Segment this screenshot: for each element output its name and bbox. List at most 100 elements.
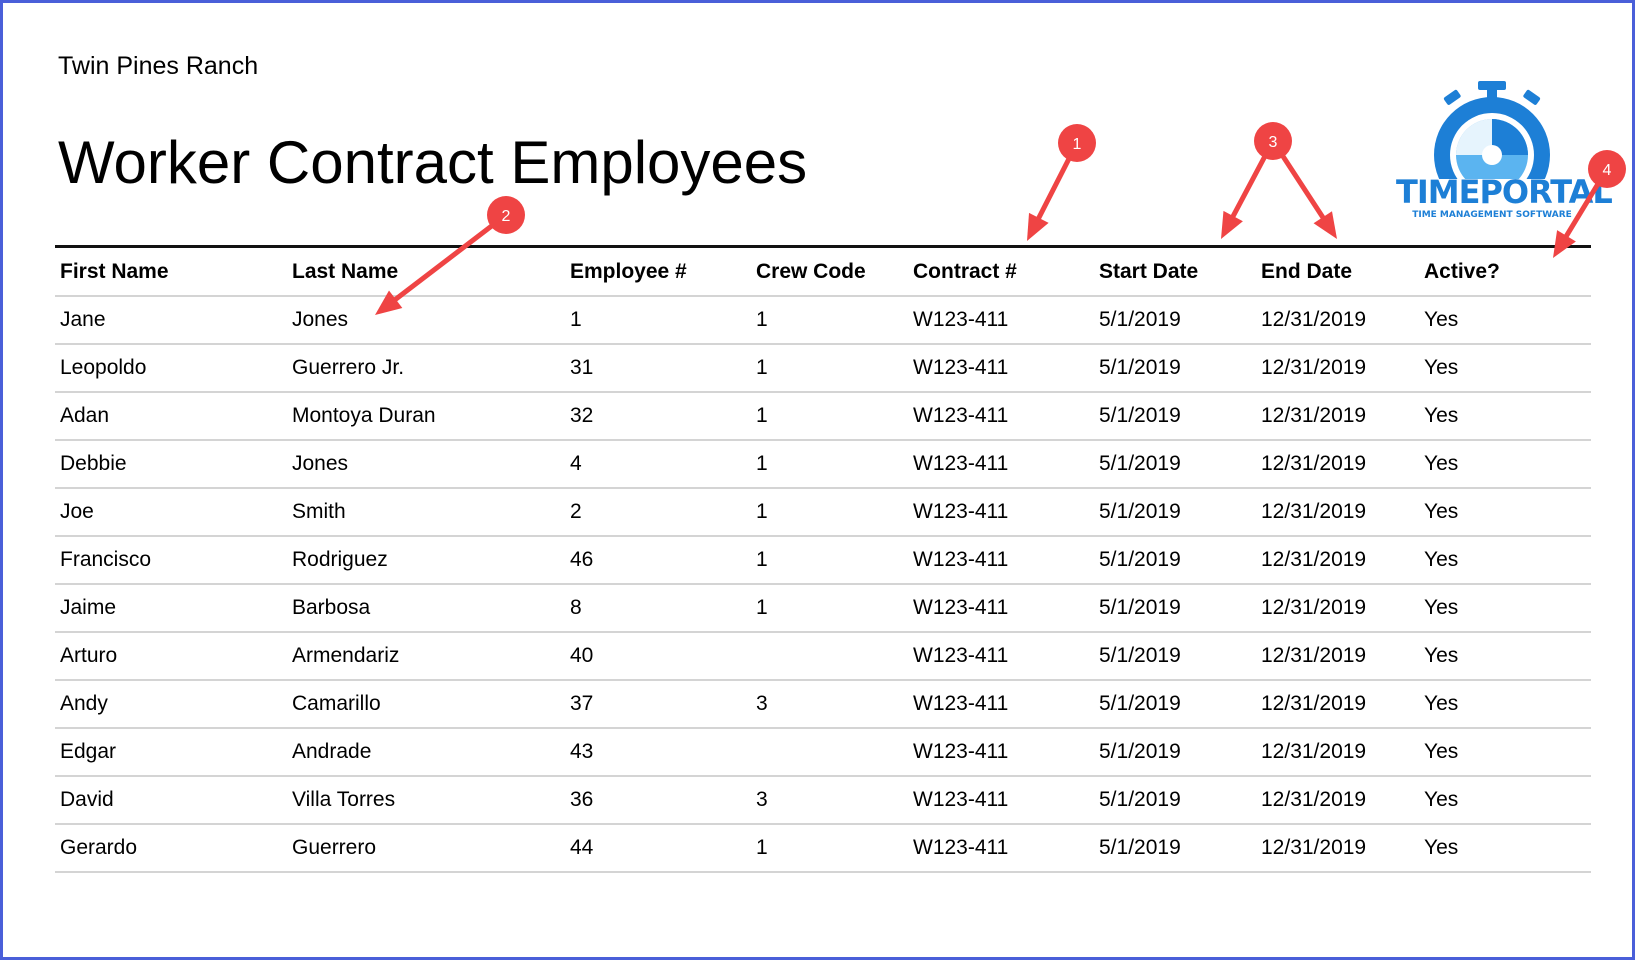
employees-table: First Name Last Name Employee # Crew Code Co… bbox=[55, 245, 1591, 873]
cell-end-date: 12/31/2019 bbox=[1256, 776, 1419, 825]
table-row: Jaime Barbosa 8 1 W123-411 5/1/2019 12/31/2019… bbox=[55, 584, 1591, 633]
annotation-arrow-head bbox=[1221, 210, 1243, 239]
cell-last-name: Camarillo bbox=[287, 680, 565, 729]
cell-employee-number: 37 bbox=[565, 680, 751, 729]
cell-last-name: Guerrero Jr. bbox=[287, 344, 565, 393]
stopwatch-icon bbox=[1434, 81, 1550, 213]
cell-crew-code: 1 bbox=[751, 440, 908, 489]
cell-contract-number: W123-411 bbox=[908, 584, 1094, 633]
annotation-marker-number: 3 bbox=[1269, 134, 1278, 151]
annotation-marker-circle bbox=[1058, 124, 1096, 162]
cell-end-date: 12/31/2019 bbox=[1256, 584, 1419, 633]
cell-active: Yes bbox=[1419, 824, 1591, 873]
logo-wordmark: TIMEPORTAL bbox=[1396, 173, 1613, 211]
cell-end-date: 12/31/2019 bbox=[1256, 344, 1419, 393]
cell-crew-code bbox=[751, 632, 908, 681]
cell-first-name: Joe bbox=[55, 488, 287, 537]
cell-first-name: Adan bbox=[55, 392, 287, 441]
column-header-active: Active? bbox=[1419, 246, 1591, 297]
cell-start-date: 5/1/2019 bbox=[1094, 296, 1256, 345]
report-title: Worker Contract Employees bbox=[58, 129, 808, 196]
cell-end-date: 12/31/2019 bbox=[1256, 680, 1419, 729]
cell-employee-number: 46 bbox=[565, 536, 751, 585]
cell-contract-number: W123-411 bbox=[908, 440, 1094, 489]
cell-end-date: 12/31/2019 bbox=[1256, 488, 1419, 537]
cell-contract-number: W123-411 bbox=[908, 488, 1094, 537]
cell-start-date: 5/1/2019 bbox=[1094, 344, 1256, 393]
cell-crew-code: 1 bbox=[751, 824, 908, 873]
cell-first-name: Debbie bbox=[55, 440, 287, 489]
cell-last-name: Montoya Duran bbox=[287, 392, 565, 441]
cell-contract-number: W123-411 bbox=[908, 824, 1094, 873]
logo-tagline: TIME MANAGEMENT SOFTWARE bbox=[1412, 210, 1572, 220]
annotation-arrow-head bbox=[1313, 211, 1337, 239]
cell-last-name: Barbosa bbox=[287, 584, 565, 633]
cell-first-name: David bbox=[55, 776, 287, 825]
cell-employee-number: 32 bbox=[565, 392, 751, 441]
annotation-arrow-line bbox=[1230, 138, 1276, 219]
cell-active: Yes bbox=[1419, 296, 1591, 345]
cell-first-name: Jane bbox=[55, 296, 287, 345]
table-row: Jane Jones 1 1 W123-411 5/1/2019 12/31/2019 Yes bbox=[55, 296, 1591, 345]
cell-start-date: 5/1/2019 bbox=[1094, 440, 1256, 489]
column-header-crew-code: Crew Code bbox=[751, 246, 908, 297]
cell-active: Yes bbox=[1419, 344, 1591, 393]
cell-employee-number: 1 bbox=[565, 296, 751, 345]
cell-contract-number: W123-411 bbox=[908, 392, 1094, 441]
column-header-contract-number: Contract # bbox=[908, 246, 1094, 297]
cell-active: Yes bbox=[1419, 440, 1591, 489]
cell-first-name: Jaime bbox=[55, 584, 287, 633]
table-header-row: First Name Last Name Employee # Crew Code Co… bbox=[55, 246, 1591, 297]
table-row: David Villa Torres 36 3 W123-411 5/1/2019 12/3… bbox=[55, 776, 1591, 825]
table-row: Gerardo Guerrero 44 1 W123-411 5/1/2019 12/31/… bbox=[55, 824, 1591, 873]
cell-employee-number: 36 bbox=[565, 776, 751, 825]
cell-active: Yes bbox=[1419, 584, 1591, 633]
cell-last-name: Armendariz bbox=[287, 632, 565, 681]
table-row: Edgar Andrade 43 W123-411 5/1/2019 12/31/2019… bbox=[55, 728, 1591, 777]
cell-contract-number: W123-411 bbox=[908, 776, 1094, 825]
table-row: Leopoldo Guerrero Jr. 31 1 W123-411 5/1/2019 1… bbox=[55, 344, 1591, 393]
cell-crew-code: 1 bbox=[751, 392, 908, 441]
cell-employee-number: 31 bbox=[565, 344, 751, 393]
timeportal-logo: TIMEPORTAL TIME MANAGEMENT SOFTWARE bbox=[1396, 79, 1613, 221]
cell-end-date: 12/31/2019 bbox=[1256, 536, 1419, 585]
cell-contract-number: W123-411 bbox=[908, 680, 1094, 729]
cell-first-name: Andy bbox=[55, 680, 287, 729]
table-row: Joe Smith 2 1 W123-411 5/1/2019 12/31/2019 Yes bbox=[55, 488, 1591, 537]
annotation-marker-circle bbox=[1254, 122, 1292, 160]
table-row: Arturo Armendariz 40 W123-411 5/1/2019 12/31/… bbox=[55, 632, 1591, 681]
cell-employee-number: 8 bbox=[565, 584, 751, 633]
cell-first-name: Leopoldo bbox=[55, 344, 287, 393]
cell-first-name: Arturo bbox=[55, 632, 287, 681]
cell-active: Yes bbox=[1419, 488, 1591, 537]
cell-start-date: 5/1/2019 bbox=[1094, 536, 1256, 585]
annotation-arrow-head bbox=[1027, 212, 1049, 241]
column-header-start-date: Start Date bbox=[1094, 246, 1256, 297]
cell-employee-number: 43 bbox=[565, 728, 751, 777]
cell-contract-number: W123-411 bbox=[908, 536, 1094, 585]
cell-active: Yes bbox=[1419, 392, 1591, 441]
annotation-marker-number: 1 bbox=[1073, 136, 1082, 153]
cell-crew-code: 1 bbox=[751, 584, 908, 633]
cell-crew-code: 1 bbox=[751, 344, 908, 393]
cell-last-name: Villa Torres bbox=[287, 776, 565, 825]
cell-active: Yes bbox=[1419, 680, 1591, 729]
cell-crew-code: 1 bbox=[751, 296, 908, 345]
cell-crew-code: 1 bbox=[751, 488, 908, 537]
table-row: Debbie Jones 4 1 W123-411 5/1/2019 12/31/2019 Y… bbox=[55, 440, 1591, 489]
cell-end-date: 12/31/2019 bbox=[1256, 392, 1419, 441]
cell-last-name: Guerrero bbox=[287, 824, 565, 873]
cell-last-name: Jones bbox=[287, 440, 565, 489]
cell-start-date: 5/1/2019 bbox=[1094, 824, 1256, 873]
cell-start-date: 5/1/2019 bbox=[1094, 776, 1256, 825]
cell-last-name: Rodriguez bbox=[287, 536, 565, 585]
cell-contract-number: W123-411 bbox=[908, 632, 1094, 681]
annotation-arrow-line bbox=[1036, 140, 1080, 221]
cell-end-date: 12/31/2019 bbox=[1256, 296, 1419, 345]
annotation-marker-number: 2 bbox=[502, 208, 511, 225]
cell-start-date: 5/1/2019 bbox=[1094, 584, 1256, 633]
cell-active: Yes bbox=[1419, 728, 1591, 777]
cell-last-name: Smith bbox=[287, 488, 565, 537]
cell-start-date: 5/1/2019 bbox=[1094, 392, 1256, 441]
